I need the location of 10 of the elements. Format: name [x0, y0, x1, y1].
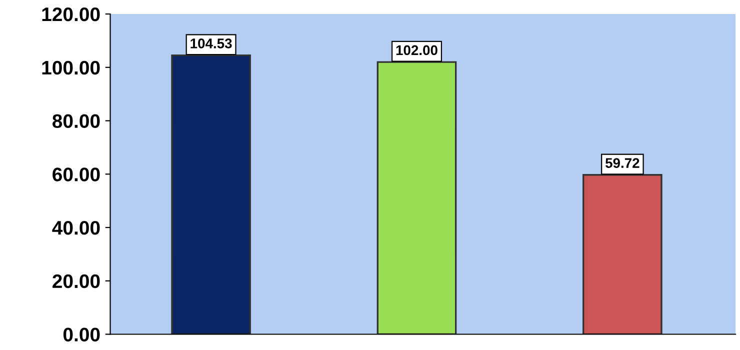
y-tick-label: 0.00 — [63, 328, 100, 342]
data-label: 59.72 — [605, 158, 640, 168]
y-tick-label: 80.00 — [52, 114, 100, 128]
data-label: 104.53 — [190, 38, 232, 48]
y-tick-label: 100.00 — [42, 60, 100, 75]
y-tick-label: 20.00 — [52, 274, 100, 288]
y-tick-label: 120.00 — [42, 7, 100, 22]
y-tick-label: 60.00 — [52, 168, 100, 182]
y-tick-label: 40.00 — [52, 220, 100, 235]
data-label: 102.00 — [396, 45, 438, 56]
